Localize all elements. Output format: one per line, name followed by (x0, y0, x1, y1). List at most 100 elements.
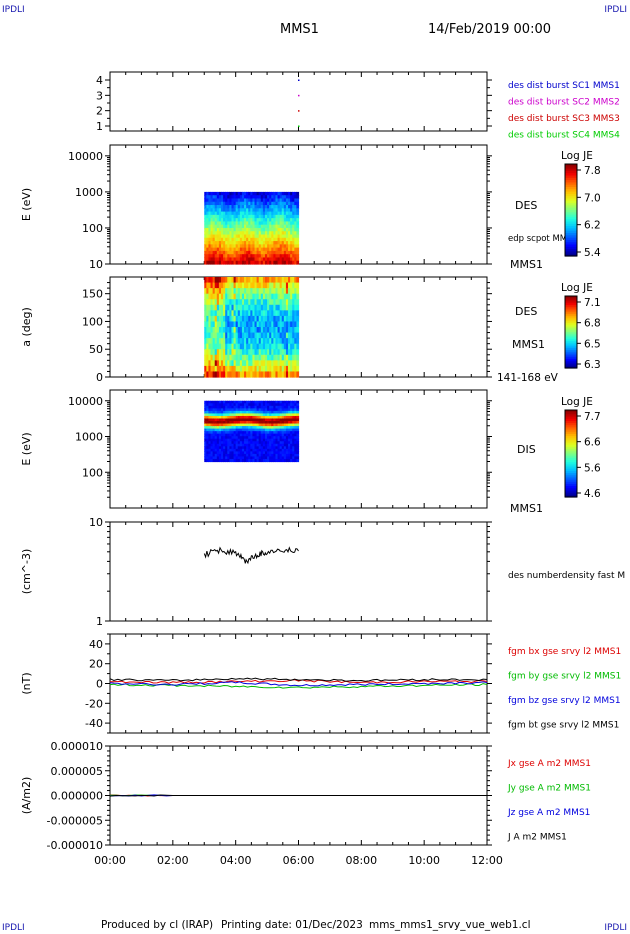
spectrogram-cell (208, 191, 212, 196)
spectrogram-cell (252, 250, 256, 255)
spectrogram-cell (254, 250, 258, 255)
spectrogram-cell (292, 250, 295, 255)
spectrogram-cell (235, 338, 239, 345)
spectrogram-cell (281, 227, 285, 232)
spectrogram-cell (283, 211, 287, 216)
spectrogram-cell (294, 214, 298, 219)
colorbar-cell (565, 310, 577, 313)
spectrogram-cell (241, 247, 245, 252)
spectrogram-cell (294, 413, 298, 417)
spectrogram-cell (252, 423, 256, 427)
spectrogram-cell (254, 231, 258, 236)
spectrogram-cell (296, 446, 300, 450)
spectrogram-cell (260, 371, 264, 378)
spectrogram-cell (273, 211, 277, 216)
spectrogram-cell (296, 227, 300, 232)
spectrogram-cell (283, 218, 287, 222)
spectrogram-cell (285, 413, 289, 417)
spectrogram-cell (258, 428, 262, 432)
spectrogram-cell (248, 360, 251, 367)
spectrogram-cell (216, 321, 220, 328)
spectrogram-cell (262, 288, 266, 295)
spectrogram-cell (221, 453, 224, 458)
colorbar-cell (565, 196, 577, 200)
spectrogram-cell (256, 257, 260, 262)
spectrogram-cell (279, 448, 283, 452)
spectrogram-cell (292, 433, 295, 437)
spectrogram-cell (260, 338, 264, 345)
spectrogram-cell (290, 423, 293, 427)
spectrogram-cell (281, 221, 285, 226)
spectrogram-cell (212, 214, 216, 219)
spectrogram-cell (275, 360, 279, 367)
spectrogram-cell (296, 221, 300, 226)
spectrogram-cell (290, 293, 293, 300)
spectrogram-cell (208, 293, 212, 300)
spectrogram-cell (279, 237, 283, 242)
spectrogram-cell (204, 299, 207, 306)
spectrogram-cell (281, 421, 285, 425)
spectrogram-cell (277, 458, 281, 463)
spectrogram-cell (290, 431, 293, 435)
spectrogram-cell (233, 241, 237, 245)
spectrogram-cell (281, 448, 285, 452)
spectrogram-cell (264, 198, 268, 203)
spectrogram-cell (258, 349, 262, 356)
spectrogram-cell (269, 458, 272, 463)
spectrogram-cell (204, 332, 207, 339)
spectrogram-cell (285, 423, 289, 427)
spectrogram-cell (248, 282, 251, 289)
spectrogram-cell (262, 415, 266, 420)
spectrogram-cell (204, 260, 207, 265)
spectrogram-cell (273, 421, 277, 425)
spectrogram-cell (244, 436, 247, 440)
spectrogram-cell (264, 315, 268, 323)
spectrogram-cell (229, 191, 233, 196)
spectrogram-cell (227, 371, 230, 378)
colorbar-cell (565, 323, 577, 326)
spectrogram-cell (288, 332, 291, 339)
spectrogram-cell (237, 214, 241, 219)
spectrogram-cell (227, 224, 230, 229)
spectrogram-cell (233, 282, 237, 289)
spectrogram-cell (294, 260, 298, 265)
spectrogram-cell (273, 321, 277, 328)
colorbar-cell (565, 216, 577, 220)
spectrogram-cell (210, 218, 214, 222)
spectrogram-cell (254, 423, 258, 427)
spectrogram-cell (262, 201, 266, 206)
spectrogram-cell (271, 218, 274, 222)
spectrogram-cell (231, 310, 235, 317)
spectrogram-cell (260, 288, 264, 295)
spectrogram-cell (285, 218, 289, 222)
spectrogram-cell (212, 211, 216, 216)
spectrogram-cell (241, 257, 245, 262)
spectrogram-cell (260, 441, 264, 445)
spectrogram-cell (237, 221, 241, 226)
spectrogram-cell (252, 221, 256, 226)
spectrogram-cell (285, 299, 289, 306)
spectrogram-cell (260, 365, 264, 373)
spectrogram-cell (227, 310, 230, 317)
spectrogram-cell (262, 436, 266, 440)
spectrogram-cell (267, 241, 270, 245)
y-axis-label: (A/m2) (20, 777, 33, 815)
spectrogram-cell (212, 221, 216, 226)
spectrogram-cell (290, 198, 293, 203)
colorbar-cell (565, 312, 577, 315)
spectrogram-cell (275, 415, 279, 420)
spectrogram-cell (239, 371, 243, 378)
spectrogram-cell (244, 221, 247, 226)
spectrogram-cell (204, 428, 207, 432)
spectrogram-cell (210, 428, 214, 432)
spectrogram-cell (277, 446, 281, 450)
spectrogram-cell (208, 282, 212, 289)
spectrogram-cell (235, 321, 239, 328)
spectrogram-cell (231, 343, 235, 350)
spectrogram-cell (267, 338, 270, 345)
spectrogram-cell (269, 413, 272, 417)
spectrogram-cell (288, 405, 291, 409)
spectrogram-cell (285, 234, 289, 239)
y-tick-label: 10 (89, 258, 103, 271)
spectrogram-cell (227, 293, 230, 300)
